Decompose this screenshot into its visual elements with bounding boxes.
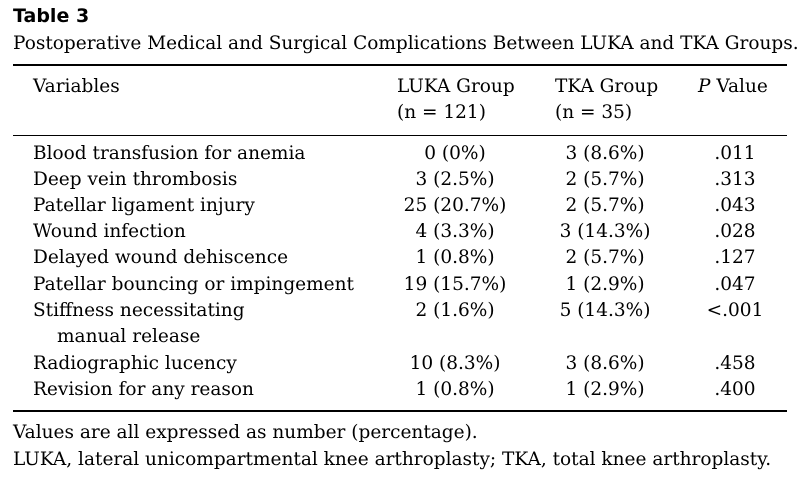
- header-p-value: P Value: [698, 74, 768, 100]
- row-variable: Delayed wound dehiscence: [33, 247, 289, 268]
- row-tka-value: 3 (8.6%): [565, 143, 645, 164]
- header-p-letter: P: [698, 76, 711, 97]
- header-tka-n: (n = 35): [555, 102, 633, 123]
- row-p-value: <.001: [706, 300, 764, 321]
- row-tka-value: 5 (14.3%): [559, 300, 651, 321]
- header-luka-n: (n = 121): [397, 102, 486, 123]
- row-p-value: .127: [714, 247, 756, 268]
- row-p-value: .011: [714, 143, 756, 164]
- row-luka-value: 4 (3.3%): [415, 221, 495, 242]
- row-variable: Patellar ligament injury: [33, 195, 255, 216]
- row-tka-value: 3 (8.6%): [565, 353, 645, 374]
- row-tka-value: 1 (2.9%): [565, 379, 645, 400]
- row-tka-value: 2 (5.7%): [565, 195, 645, 216]
- header-luka-group: LUKA Group: [397, 76, 515, 97]
- row-tka-value: 2 (5.7%): [565, 247, 645, 268]
- table-top-rule: [13, 64, 787, 66]
- row-variable: Wound infection: [33, 221, 186, 242]
- row-p-value: .047: [714, 274, 756, 295]
- header-tka-group: TKA Group: [555, 76, 659, 97]
- row-variable: Revision for any reason: [33, 379, 254, 400]
- row-p-value: .458: [714, 353, 756, 374]
- row-tka-value: 3 (14.3%): [559, 221, 651, 242]
- row-luka-value: 2 (1.6%): [415, 300, 495, 321]
- row-luka-value: 1 (0.8%): [415, 379, 495, 400]
- row-variable: Radiographic lucency: [33, 353, 237, 374]
- table-bottom-rule: [13, 410, 787, 412]
- table-header-rule: [13, 135, 787, 137]
- table-caption: Postoperative Medical and Surgical Compl…: [13, 33, 799, 54]
- footnote-values: Values are all expressed as number (perc…: [13, 422, 478, 443]
- header-p-word: Value: [710, 76, 768, 97]
- row-variable: Patellar bouncing or impingement: [33, 274, 354, 295]
- row-luka-value: 3 (2.5%): [415, 169, 495, 190]
- row-tka-value: 2 (5.7%): [565, 169, 645, 190]
- footnote-abbreviations: LUKA, lateral unicompartmental knee arth…: [13, 449, 772, 470]
- row-p-value: .028: [714, 221, 756, 242]
- row-variable: Stiffness necessitating: [33, 300, 245, 321]
- row-variable: Deep vein thrombosis: [33, 169, 238, 190]
- row-p-value: .400: [714, 379, 756, 400]
- row-variable: Blood transfusion for anemia: [33, 143, 306, 164]
- row-tka-value: 1 (2.9%): [565, 274, 645, 295]
- row-variable-continued: manual release: [57, 326, 201, 347]
- row-p-value: .313: [714, 169, 756, 190]
- row-luka-value: 25 (20.7%): [403, 195, 507, 216]
- row-luka-value: 10 (8.3%): [409, 353, 501, 374]
- row-luka-value: 0 (0%): [424, 143, 486, 164]
- row-luka-value: 1 (0.8%): [415, 247, 495, 268]
- row-luka-value: 19 (15.7%): [403, 274, 507, 295]
- header-variables: Variables: [33, 76, 120, 97]
- row-p-value: .043: [714, 195, 756, 216]
- table-title: Table 3: [13, 5, 90, 27]
